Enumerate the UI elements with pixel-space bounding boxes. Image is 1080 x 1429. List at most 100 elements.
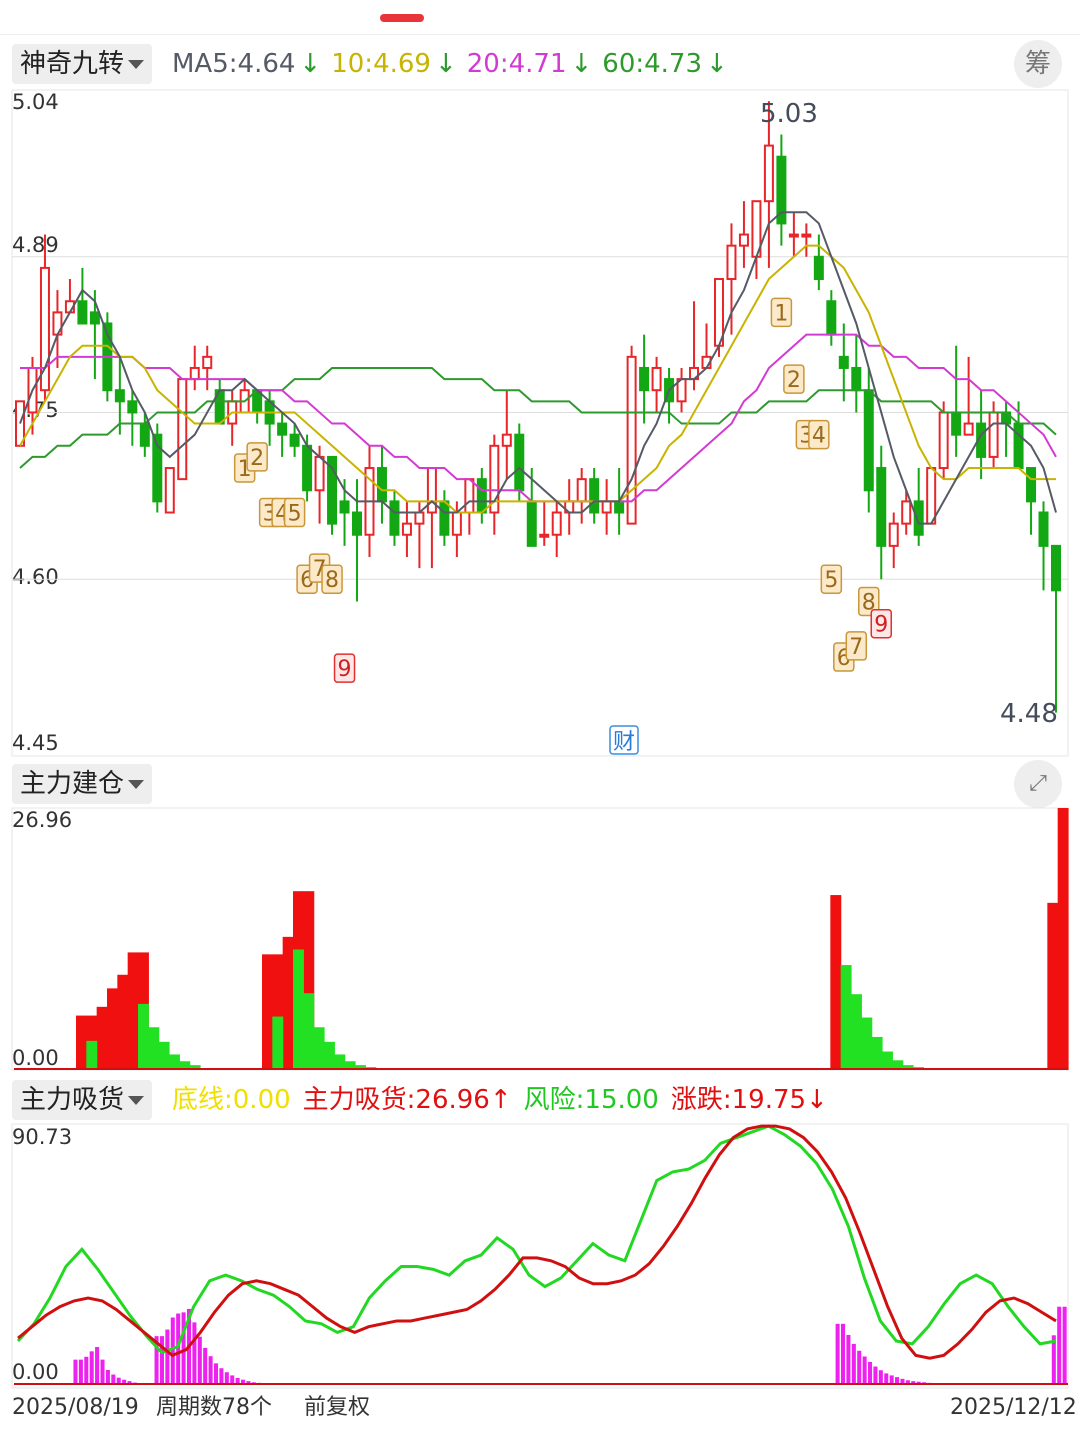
- nine-turn-label: 5: [288, 502, 302, 527]
- absorb-magenta-bar: [219, 1368, 224, 1384]
- absorb-magenta-bar: [100, 1359, 105, 1384]
- absorb-magenta-bar: [181, 1312, 186, 1384]
- nine-turn-label: 8: [325, 568, 339, 593]
- candle-body: [763, 144, 774, 203]
- nine-turn-label: 1: [774, 301, 788, 326]
- drag-handle[interactable]: [380, 14, 424, 22]
- candle-body: [614, 500, 625, 514]
- build-green-bar: [189, 1065, 201, 1070]
- absorb-magenta-bar: [154, 1336, 159, 1384]
- ma-legend: MA5:4.64 ↓ 10:4.69 ↓ 20:4.71 ↓ 60:4.73 ↓: [172, 44, 738, 84]
- candle-body: [913, 500, 924, 536]
- nine-turn-label: 4: [812, 424, 826, 449]
- candle-body: [152, 433, 163, 503]
- build-green-bar: [892, 1060, 904, 1070]
- absorb-legend-item: 主力吸货:26.96↑: [302, 1085, 512, 1115]
- build-red-bar: [1057, 808, 1069, 1070]
- risk-line: [16, 1124, 1057, 1355]
- candle-body: [838, 355, 849, 369]
- nine-turn-badge: [246, 442, 268, 472]
- absorb-magenta-bar: [89, 1351, 94, 1384]
- indicator-selector[interactable]: 神奇九转: [12, 44, 153, 84]
- candle-body: [89, 311, 100, 325]
- absorb-magenta-bar: [246, 1381, 251, 1384]
- price-y-tick: 5.04: [12, 90, 59, 114]
- top-separator: [0, 34, 1080, 35]
- candle-body: [439, 500, 450, 536]
- candle-body: [726, 244, 737, 281]
- expand-icon[interactable]: ⤢: [1014, 760, 1062, 808]
- finance-marker: 财: [613, 730, 635, 755]
- build-red-bar: [272, 954, 284, 1070]
- absorb-magenta-bar: [95, 1347, 100, 1384]
- absorb-indicator-label: 主力吸货: [20, 1085, 125, 1115]
- nine-turn-badge: [870, 608, 893, 639]
- nine-turn-marker: 2: [783, 364, 805, 394]
- build-green-bar: [840, 965, 852, 1070]
- nine-turn-label: 8: [862, 590, 876, 615]
- absorb-magenta-bar: [111, 1374, 116, 1384]
- absorb-magenta-bar: [105, 1369, 110, 1384]
- candle-body: [963, 422, 974, 436]
- candle-body: [539, 533, 550, 538]
- down-arrow-icon: ↓: [434, 49, 457, 79]
- absorb-magenta-bar: [165, 1329, 170, 1384]
- candle-body: [1038, 511, 1049, 547]
- chip-distribution-button[interactable]: 筹: [1014, 40, 1062, 88]
- adjust-mode[interactable]: 前复权: [304, 1395, 371, 1420]
- candle-body: [651, 366, 662, 392]
- build-green-bar: [334, 1054, 346, 1070]
- build-green-bar: [324, 1041, 335, 1070]
- nine-turn-label: 5: [824, 568, 838, 593]
- absorb-magenta-bar: [208, 1356, 213, 1384]
- absorb-indicator-selector[interactable]: 主力吸货: [12, 1080, 153, 1120]
- candle-body: [352, 511, 363, 536]
- panel-frame: [11, 807, 1069, 1071]
- nine-turn-marker: 5: [283, 497, 306, 528]
- build-red-bar: [96, 1006, 108, 1070]
- candle-body: [988, 411, 999, 458]
- absorb-magenta-bar: [159, 1336, 164, 1384]
- build-green-bar: [303, 993, 315, 1070]
- end-date: 2025/12/12: [950, 1395, 1077, 1420]
- build-indicator-label: 主力建仓: [20, 769, 125, 799]
- chevron-down-icon: [128, 60, 145, 69]
- build-red-bar: [117, 974, 129, 1070]
- absorb-magenta-bar: [911, 1381, 916, 1384]
- nine-turn-marker: 1: [770, 297, 793, 328]
- absorb-magenta-bar: [900, 1378, 905, 1384]
- absorb-magenta-bar: [230, 1375, 235, 1384]
- candle-body: [314, 455, 325, 492]
- ma10-line: [19, 244, 1056, 514]
- candle-body: [39, 266, 50, 392]
- build-indicator-selector[interactable]: 主力建仓: [12, 764, 153, 804]
- absorb-magenta-bar: [176, 1313, 181, 1384]
- candle-body: [901, 500, 912, 525]
- build-red-bar: [76, 1015, 87, 1070]
- absorb-magenta-bar: [889, 1375, 894, 1384]
- nine-turn-badge: [770, 297, 793, 328]
- build-green-bar: [851, 994, 862, 1070]
- candle-body: [489, 444, 500, 514]
- absorb-magenta-bar: [127, 1381, 132, 1384]
- build-green-bar: [148, 1027, 160, 1070]
- finance-marker-badge: [609, 725, 639, 755]
- candle-body: [626, 355, 637, 525]
- nine-turn-label: 7: [849, 635, 863, 660]
- candle-body: [426, 467, 437, 514]
- price-y-tick: 4.89: [12, 233, 59, 257]
- nine-turn-badge: [858, 586, 880, 617]
- nine-turn-badge: [283, 497, 306, 528]
- absorb-legend-item: 底线:0.00: [172, 1085, 291, 1115]
- candle-body: [951, 411, 962, 436]
- candle-body: [302, 444, 313, 492]
- nine-turn-marker: 4: [808, 419, 830, 450]
- candle-body: [639, 366, 650, 392]
- down-arrow-icon: ↓: [706, 49, 728, 79]
- candle-body: [501, 433, 512, 447]
- candle-body: [601, 500, 612, 514]
- ma5-line: [19, 211, 1057, 525]
- nine-turn-marker: 8: [321, 564, 343, 594]
- build-green-bar: [169, 1054, 180, 1070]
- ma-legend-item: 60:4.73: [602, 49, 703, 79]
